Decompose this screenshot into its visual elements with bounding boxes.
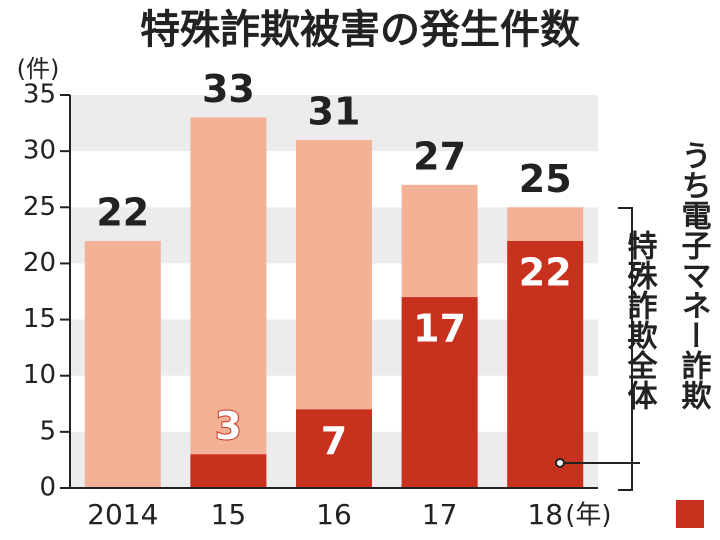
y-tick-label: 0	[39, 473, 56, 503]
value-label: 33	[202, 67, 255, 111]
y-tick-label: 30	[23, 136, 56, 166]
x-tick-label: 15	[211, 498, 247, 531]
total-bar	[84, 240, 161, 488]
x-tick-label: 16	[316, 498, 352, 531]
value-label: 3	[215, 404, 241, 448]
value-label: 25	[519, 157, 572, 201]
x-tick-label: 17	[422, 498, 458, 531]
subset-bar	[190, 454, 267, 488]
legend-swatch	[676, 500, 704, 528]
plot	[84, 117, 584, 489]
value-label: 27	[413, 134, 466, 178]
value-label: 31	[308, 89, 361, 133]
leader-dot	[555, 458, 565, 468]
subset-bar	[296, 409, 372, 488]
value-label: 22	[519, 250, 572, 294]
y-tick-label: 10	[23, 360, 56, 390]
y-tick-label: 20	[23, 248, 56, 278]
subset-bar	[401, 297, 478, 488]
y-unit: (件)	[17, 55, 60, 83]
legend-label: 特殊詐欺全体	[622, 230, 659, 410]
y-tick-label: 35	[23, 80, 56, 110]
value-label: 22	[96, 190, 149, 234]
y-tick-label: 25	[23, 192, 56, 222]
x-tick-label: 2014	[87, 498, 158, 531]
x-tick-label: 18	[527, 498, 563, 531]
x-unit: (年)	[565, 501, 611, 531]
value-label: 7	[321, 419, 347, 463]
bracket	[618, 207, 633, 491]
chart-title: 特殊詐欺被害の発生件数	[140, 7, 580, 53]
value-label: 17	[413, 307, 466, 351]
subset-bar	[507, 240, 584, 488]
legend-label: うち電子マネー詐欺	[676, 140, 712, 411]
total-bar	[190, 117, 267, 488]
y-tick-label: 5	[39, 416, 56, 446]
y-tick-label: 15	[23, 304, 56, 334]
